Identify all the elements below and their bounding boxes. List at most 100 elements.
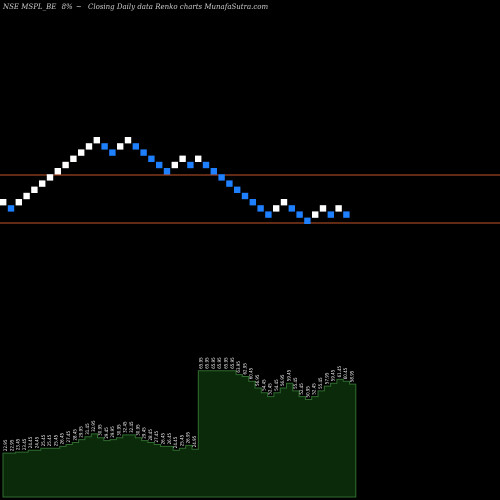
volume-value-label: 59.45 <box>287 369 292 381</box>
renko-brick-down <box>343 211 350 218</box>
renko-brick-up <box>15 199 22 206</box>
chart-header: NSE MSPL_BE 8% ~ Closing Daily data Renk… <box>2 3 268 11</box>
volume-value-label: 28.45 <box>72 429 77 441</box>
renko-brick-up <box>280 199 288 206</box>
volume-value-label: 30.95 <box>116 424 121 436</box>
volume-value-label: 22.95 <box>9 439 14 451</box>
renko-brick-down <box>7 205 15 212</box>
renko-bricks <box>0 137 350 224</box>
renko-brick-down <box>109 149 116 156</box>
renko-brick-down <box>218 174 225 181</box>
volume-value-label: 25.45 <box>41 434 46 446</box>
volume-value-label: 23.45 <box>22 438 27 450</box>
volume-value-label: 24.45 <box>173 436 178 448</box>
renko-brick-down <box>226 180 233 187</box>
renko-brick-up <box>273 205 280 212</box>
volume-value-label: 65.95 <box>230 357 235 369</box>
volume-value-label: 65.95 <box>217 357 222 369</box>
renko-brick-down <box>304 217 311 224</box>
renko-brick-up <box>319 205 327 212</box>
renko-brick-up <box>46 174 54 181</box>
renko-brick-up <box>195 155 202 162</box>
renko-brick-up <box>31 186 38 193</box>
volume-value-label: 23.45 <box>16 438 21 450</box>
volume-value-label: 32.45 <box>129 421 134 433</box>
volume-value-label: 29.45 <box>104 427 109 439</box>
renko-brick-up <box>62 161 69 169</box>
volume-area <box>2 370 357 498</box>
renko-brick-down <box>140 149 147 156</box>
volume-value-label: 27.45 <box>154 431 159 443</box>
renko-brick-up <box>335 205 342 212</box>
volume-value-label: 58.95 <box>350 370 355 382</box>
volume-value-label: 24.95 <box>192 435 197 447</box>
renko-brick-up <box>23 192 30 200</box>
renko-brick-up <box>124 137 132 144</box>
volume-value-label: 26.45 <box>60 432 65 444</box>
volume-value-label: 30.95 <box>135 424 140 436</box>
volume-value-label: 31.45 <box>85 423 90 435</box>
volume-value-label: 22.95 <box>3 439 8 451</box>
renko-brick-down <box>241 192 249 200</box>
volume-value-label: 60.45 <box>343 367 348 379</box>
volume-labels: 22.95 22.95 23.45 23.45 24.45 24.45 25.45 25.45… <box>3 357 355 451</box>
volume-value-label: 52.45 <box>268 383 273 395</box>
renko-brick-up <box>0 199 7 206</box>
volume-value-label: 50.95 <box>305 386 310 398</box>
volume-value-label: 65.95 <box>224 357 229 369</box>
volume-value-label: 56.95 <box>280 374 285 386</box>
renko-brick-down <box>156 161 163 169</box>
volume-value-label: 65.95 <box>211 357 216 369</box>
renko-brick-down <box>132 143 139 150</box>
renko-brick-up <box>39 180 46 187</box>
volume-value-label: 54.45 <box>274 379 279 391</box>
volume-fill-area <box>2 370 357 498</box>
renko-brick-up <box>54 168 61 175</box>
renko-brick-down <box>257 205 264 212</box>
volume-value-label: 24.45 <box>28 436 33 448</box>
renko-brick-down <box>288 205 295 212</box>
chart-description: Closing Daily data Renko charts MunafaSu… <box>88 3 268 11</box>
volume-value-label: 25.45 <box>47 434 52 446</box>
volume-value-label: 25.45 <box>53 434 58 446</box>
renko-brick-up <box>312 211 319 218</box>
volume-value-label: 61.45 <box>337 365 342 377</box>
volume-value-label: 60.45 <box>249 367 254 379</box>
volume-value-label: 62.95 <box>242 363 247 375</box>
volume-value-label: 56.95 <box>255 374 260 386</box>
volume-value-label: 26.45 <box>167 432 172 444</box>
volume-value-label: 32.95 <box>91 420 96 432</box>
volume-value-label: 29.95 <box>79 426 84 438</box>
volume-value-label: 32.45 <box>123 421 128 433</box>
volume-value-label: 63.95 <box>236 361 241 373</box>
volume-value-label: 59.45 <box>331 369 336 381</box>
volume-value-label: 54.45 <box>261 379 266 391</box>
volume-value-label: 28.45 <box>148 429 153 441</box>
volume-value-label: 57.95 <box>324 372 329 384</box>
volume-value-label: 29.45 <box>142 427 147 439</box>
renko-brick-down <box>249 199 256 206</box>
change-label: 8% <box>62 3 73 11</box>
renko-brick-down <box>296 211 303 218</box>
volume-value-label: 27.45 <box>66 431 71 443</box>
volume-value-label: 55.45 <box>293 377 298 389</box>
volume-value-label: 26.45 <box>161 432 166 444</box>
renko-brick-up <box>171 161 178 169</box>
volume-value-label: 29.95 <box>110 426 115 438</box>
renko-brick-up <box>70 155 77 162</box>
renko-brick-down <box>210 168 217 175</box>
renko-brick-down <box>234 186 241 193</box>
renko-brick-down <box>163 168 171 175</box>
renko-brick-up <box>179 155 186 162</box>
renko-brick-up <box>117 143 124 150</box>
change-arrow-icon: ~ <box>76 3 82 11</box>
volume-value-label: 30.95 <box>98 424 103 436</box>
renko-brick-down <box>265 211 272 218</box>
volume-value-label: 52.45 <box>299 383 304 395</box>
volume-value-label: 55.45 <box>318 377 323 389</box>
volume-value-label: 65.95 <box>198 357 203 369</box>
renko-brick-down <box>148 155 155 162</box>
renko-brick-up <box>85 143 93 150</box>
renko-brick-down <box>327 211 334 218</box>
